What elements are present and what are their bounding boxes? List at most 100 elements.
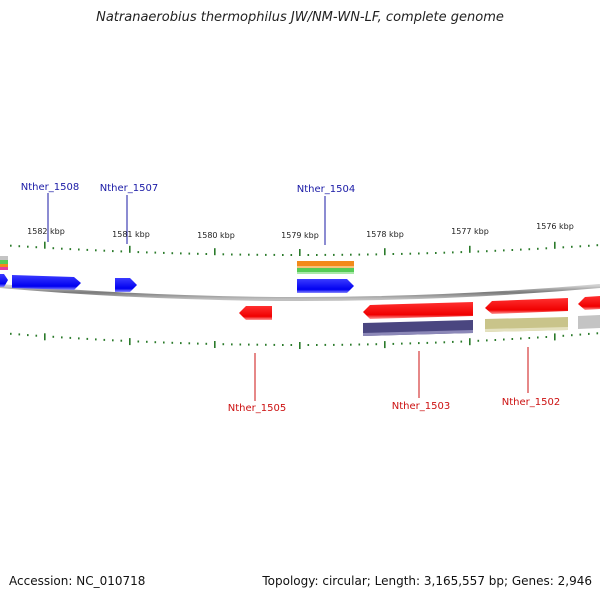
minor-tick-dot (180, 252, 182, 255)
minor-tick-dot (120, 339, 123, 342)
gene-label-nther-1508[interactable]: Nther_1508 (21, 182, 79, 193)
minor-tick-dot (460, 340, 463, 343)
minor-tick-dot (579, 333, 582, 336)
minor-tick-dot (282, 344, 284, 346)
minor-tick-dot (528, 248, 531, 251)
minor-tick-dot (290, 344, 293, 346)
minor-tick-dot (282, 254, 284, 256)
minor-tick-dot (350, 343, 352, 346)
minor-tick-dot (477, 339, 480, 342)
minor-tick-dot (418, 252, 420, 255)
minor-tick-dot (103, 338, 106, 341)
gene-arrow-edge-reverse[interactable] (578, 296, 600, 310)
minor-tick-dot (112, 339, 114, 342)
gene-arrow-nther-1503[interactable] (363, 302, 473, 319)
minor-ticks-outer (10, 244, 599, 256)
minor-tick-dot (316, 344, 318, 346)
major-tick-mark (44, 241, 46, 249)
forward-gene-labels: Nther_1508 Nther_1507 Nther_1504 (21, 182, 355, 245)
feature-track-lower (363, 315, 600, 336)
major-ticks (44, 241, 556, 349)
scale-label: 1581 kbp (112, 230, 150, 239)
gene-label-nther-1505[interactable]: Nther_1505 (228, 403, 286, 414)
minor-tick-dot (10, 332, 12, 335)
major-tick-mark (554, 333, 556, 341)
minor-tick-dot (341, 253, 344, 256)
minor-tick-dot (392, 342, 395, 345)
major-tick-mark (214, 248, 216, 256)
minor-tick-dot (426, 252, 429, 255)
minor-tick-dot (435, 341, 437, 344)
minor-tick-dot (197, 252, 199, 255)
minor-tick-dot (273, 253, 276, 256)
minor-tick-dot (401, 342, 403, 345)
minor-tick-dot (222, 343, 225, 346)
minor-tick-dot (316, 254, 318, 256)
minor-tick-dot (95, 338, 97, 341)
minor-tick-dot (27, 245, 29, 248)
minor-tick-dot (239, 343, 242, 346)
minor-tick-dot (537, 247, 539, 250)
minor-tick-dot (409, 342, 412, 345)
gene-arrow-nther-1502[interactable] (485, 298, 568, 314)
gene-arrow-nther-1507[interactable] (115, 278, 137, 292)
scale-labels: 1582 kbp 1581 kbp 1580 kbp 1579 kbp 1578… (27, 222, 574, 240)
scale-label: 1582 kbp (27, 227, 65, 236)
minor-tick-dot (596, 332, 599, 335)
edge-feature-orange (0, 264, 8, 267)
feature-green (297, 268, 354, 274)
gene-label-nther-1507[interactable]: Nther_1507 (100, 183, 158, 194)
minor-tick-dot (78, 337, 80, 340)
gene-arrow-nther-1508[interactable] (12, 275, 81, 290)
major-tick-mark (299, 342, 301, 349)
minor-tick-dot (248, 343, 250, 346)
minor-tick-dot (341, 343, 344, 346)
reverse-gene-track (239, 296, 600, 320)
gene-arrow-nther-1505[interactable] (239, 306, 272, 320)
gene-label-nther-1502[interactable]: Nther_1502 (502, 397, 560, 408)
minor-tick-dot (265, 253, 267, 256)
minor-tick-dot (562, 334, 565, 337)
minor-tick-dot (86, 248, 89, 251)
major-tick-mark (469, 338, 471, 346)
minor-tick-dot (256, 343, 259, 346)
minor-tick-dot (520, 248, 522, 251)
minor-tick-dot (163, 341, 165, 344)
minor-tick-dot (324, 343, 327, 346)
minor-tick-dot (511, 338, 514, 340)
accession-label: Accession: NC_010718 (9, 574, 146, 588)
gene-arrow-nther-1504[interactable] (297, 279, 354, 293)
minor-tick-dot (10, 244, 12, 247)
feature-green-shade (297, 272, 354, 274)
minor-tick-dot (358, 343, 361, 346)
minor-tick-dot (61, 247, 63, 250)
major-tick-mark (129, 338, 131, 346)
minor-tick-dot (290, 254, 293, 256)
gene-label-nther-1503[interactable]: Nther_1503 (392, 401, 450, 412)
minor-tick-dot (452, 251, 454, 254)
minor-tick-dot (494, 249, 497, 252)
minor-tick-dot (256, 253, 259, 256)
gene-arrow-edge-forward[interactable] (0, 274, 8, 287)
map-title: Natranaerobius thermophilus JW/NM-WN-LF,… (96, 10, 504, 25)
feature-khaki-shade (485, 327, 568, 332)
gene-label-nther-1504[interactable]: Nther_1504 (297, 184, 355, 195)
edge-feature-green (0, 260, 8, 264)
minor-tick-dot (324, 253, 327, 256)
minor-tick-dot (418, 342, 420, 345)
scale-label: 1576 kbp (536, 222, 574, 231)
minor-tick-dot (435, 252, 437, 254)
edge-feature-magenta (0, 267, 8, 270)
minor-tick-dot (27, 334, 29, 337)
minor-tick-dot (358, 253, 361, 256)
minor-tick-dot (265, 343, 267, 346)
minor-tick-dot (188, 342, 191, 345)
minor-tick-dot (205, 253, 208, 255)
genome-summary: Topology: circular; Length: 3,165,557 bp… (262, 574, 592, 588)
major-tick-mark (384, 341, 386, 349)
minor-tick-dot (537, 336, 539, 339)
edge-feature-grey (0, 256, 8, 260)
minor-tick-dot (120, 250, 123, 253)
minor-tick-dot (503, 338, 505, 341)
